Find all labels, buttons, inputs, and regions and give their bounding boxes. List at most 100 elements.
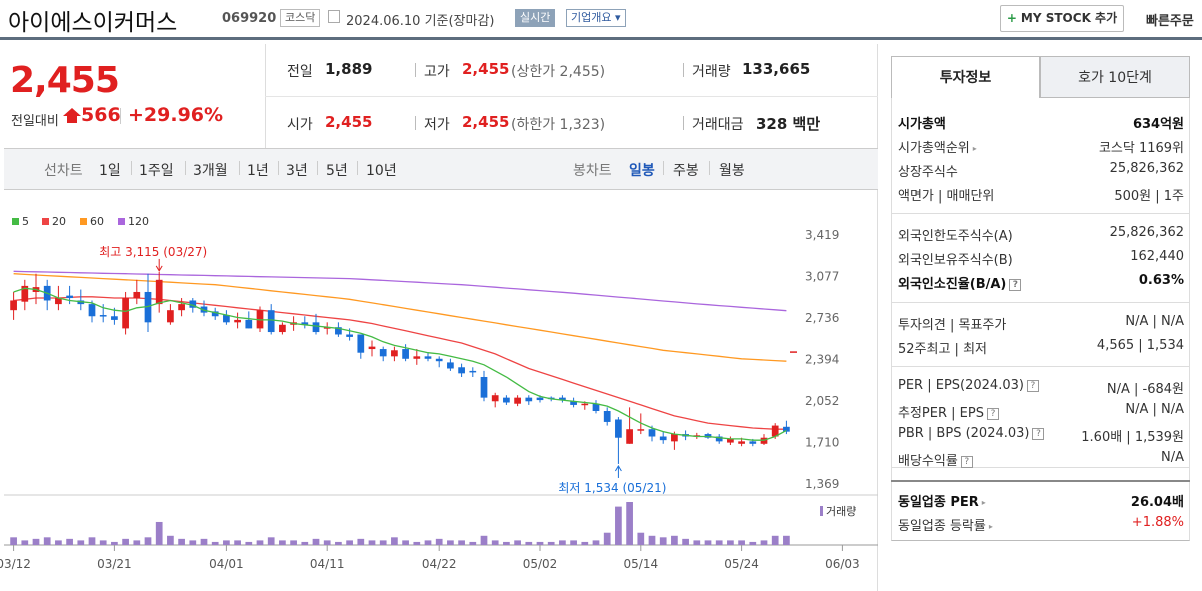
candle-body	[133, 291, 141, 299]
open-label: 시가	[287, 117, 313, 133]
candle-body	[783, 426, 790, 432]
realtime-button[interactable]: 실시간	[515, 9, 556, 27]
tab-monthly[interactable]: 월봉	[719, 163, 745, 179]
legend-swatch	[80, 218, 87, 225]
arrow-right-icon[interactable]: ▸	[972, 144, 977, 153]
tab-3m[interactable]: 3개월	[193, 163, 228, 179]
candle-body	[671, 434, 678, 442]
corp-overview-dropdown[interactable]: 기업개요 ▾	[566, 9, 626, 27]
volume-bar	[223, 540, 230, 545]
tab-3y[interactable]: 3년	[286, 163, 308, 179]
tab-10y[interactable]: 10년	[366, 163, 397, 179]
divider	[265, 96, 878, 97]
volume-value: 133,665	[742, 60, 811, 78]
candle-body	[458, 367, 465, 374]
invest-row[interactable]: 동일업종 등락률 ▸ +1.88%	[898, 515, 1184, 539]
low-label: 저가	[424, 117, 450, 133]
candle-body	[626, 429, 633, 444]
tab-daily[interactable]: 일봉	[629, 163, 655, 179]
invest-row[interactable]: PBR | BPS (2024.03)? 1.60배 | 1,539원	[898, 426, 1184, 450]
volume-bar	[603, 532, 611, 545]
volume-bar	[615, 506, 622, 545]
candle-chart-label: 봉차트	[573, 163, 612, 179]
invest-row[interactable]: 동일업종 PER ▸ 26.04배	[898, 491, 1184, 515]
candle-body	[368, 346, 376, 350]
invest-row: 투자의견 | 목표주가 N/A | N/A	[898, 314, 1184, 338]
ma5-line	[13, 287, 787, 441]
separator	[357, 161, 358, 175]
invest-row[interactable]: 시가총액순위 ▸ 코스닥 1169위	[898, 137, 1184, 161]
tab-invest-info[interactable]: 투자정보	[891, 56, 1040, 98]
invest-row-label: 액면가 | 매매단위	[898, 189, 995, 204]
volume-bar	[514, 540, 521, 545]
invest-row-label: 외국인한도주식수(A)	[898, 229, 1013, 244]
volume-bar	[323, 540, 331, 545]
invest-row-label: 동일업종 등락률 ▸	[898, 519, 993, 534]
volume-bar	[357, 538, 365, 545]
candle-body	[503, 397, 510, 403]
invest-row-value: +1.88%	[1131, 515, 1184, 530]
volume-bar	[301, 541, 309, 545]
help-icon[interactable]: ?	[960, 455, 973, 468]
legend-swatch	[118, 218, 125, 225]
stock-chart[interactable]: 5 20 60 120 3,419 3,077 2,736 2,394 2,052 1,710 1,…	[0, 190, 878, 591]
high-note: (상한가 2,455)	[511, 64, 606, 80]
volume-bar	[256, 540, 264, 545]
invest-row[interactable]: 추정PER | EPS? N/A | N/A	[898, 402, 1184, 426]
high-value: 2,455	[462, 60, 510, 78]
change-label: 전일대비	[11, 114, 59, 129]
invest-row-label: 외국인보유주식수(B)	[898, 253, 1013, 268]
company-name[interactable]: 아이에스이커머스	[8, 10, 178, 36]
volume-bar	[693, 540, 701, 545]
volume-bar	[234, 540, 241, 545]
help-icon[interactable]: ?	[986, 407, 999, 420]
current-price: 2,455	[10, 60, 120, 101]
tab-1y[interactable]: 1년	[247, 163, 269, 179]
mystock-add-button[interactable]: + MY STOCK 추가	[1000, 5, 1124, 32]
invest-row[interactable]: 배당수익률? N/A	[898, 450, 1184, 474]
candle-body	[648, 429, 656, 437]
volume-bar	[648, 535, 656, 545]
arrow-right-icon[interactable]: ▸	[988, 522, 993, 531]
candle-body	[211, 311, 219, 317]
invest-row[interactable]: 외국인소진율(B/A)? 0.63%	[898, 273, 1184, 297]
volume-bar	[111, 541, 118, 545]
volume-bar	[144, 537, 152, 545]
tab-1w[interactable]: 1주일	[139, 163, 174, 179]
volume-bar	[267, 537, 275, 545]
volume-bar	[43, 537, 51, 545]
mystock-label: MY STOCK 추가	[1020, 11, 1118, 25]
invest-row-value: 코스닥 1169위	[1098, 141, 1184, 156]
volume-legend-swatch	[820, 506, 823, 516]
x-tick-label: 03/12	[0, 557, 31, 571]
invest-row-label: PBR | BPS (2024.03)?	[898, 426, 1045, 441]
quick-order-button[interactable]: 빠른주문	[1146, 14, 1194, 29]
help-icon[interactable]: ?	[1026, 379, 1039, 392]
help-icon[interactable]: ?	[1032, 427, 1045, 440]
invest-row-label: 외국인소진율(B/A)?	[898, 273, 1022, 292]
invest-row-label: 시가총액	[898, 117, 946, 132]
candle-body	[715, 436, 723, 442]
invest-row-value: 25,826,362	[1109, 161, 1184, 176]
y-tick-label: 1,369	[805, 477, 839, 491]
title-bar	[0, 0, 1202, 40]
candle-body	[581, 403, 589, 406]
volume-bar	[581, 541, 589, 545]
volume-bar	[368, 540, 376, 545]
change-value: 566	[81, 104, 121, 126]
candle-body	[592, 403, 600, 412]
volume-bar	[155, 521, 163, 545]
divider	[891, 366, 1190, 367]
tab-1d[interactable]: 1일	[99, 163, 121, 179]
invest-row-value: 25,826,362	[1109, 225, 1184, 240]
tab-5y[interactable]: 5년	[326, 163, 348, 179]
help-icon[interactable]: ?	[1009, 278, 1022, 291]
volume-bar	[55, 540, 62, 545]
arrow-right-icon[interactable]: ▸	[981, 498, 986, 507]
candle-body	[357, 334, 365, 353]
tab-orderbook[interactable]: 호가 10단계	[1040, 56, 1190, 98]
invest-row: 액면가 | 매매단위 500원 | 1주	[898, 185, 1184, 209]
legend-label: 5	[22, 215, 29, 228]
tab-weekly[interactable]: 주봉	[673, 163, 699, 179]
invest-row[interactable]: PER | EPS(2024.03)? N/A | -684원	[898, 378, 1184, 402]
